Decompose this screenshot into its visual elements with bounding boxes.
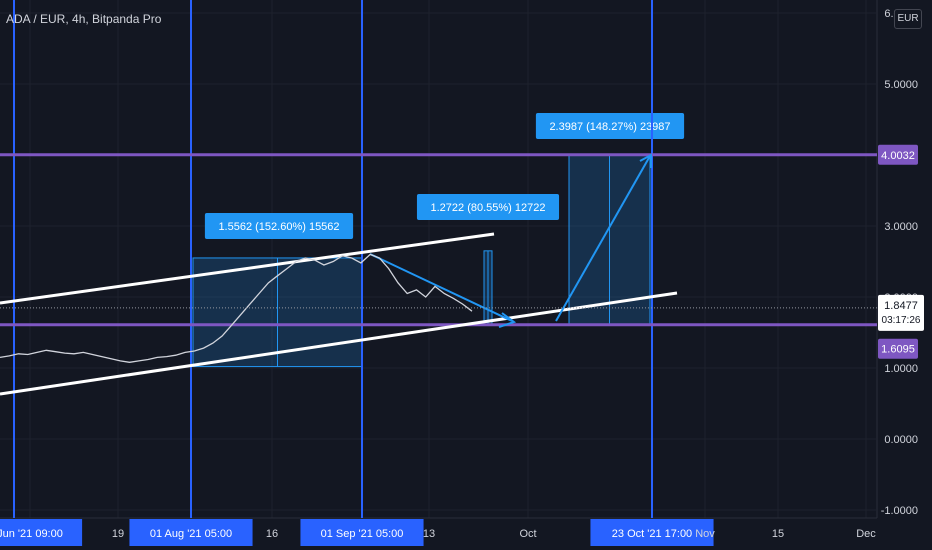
level-low-badge <box>878 338 918 359</box>
horizontal-levels <box>0 153 877 327</box>
projection-up-arrow <box>555 155 651 322</box>
y-tick-label: -1.0000 <box>881 505 918 517</box>
x-tick-label: 01 Sep '21 05:00 <box>321 528 404 540</box>
y-tick-label: 5.0000 <box>884 79 918 91</box>
measure-layer: 1.5562 (152.60%) 15562 1.2722 (80.55%) 12… <box>192 113 685 368</box>
measure-label-box <box>416 194 560 220</box>
time-marker-badge <box>590 519 714 546</box>
trendlines <box>0 153 678 396</box>
x-tick-label: 19 <box>112 528 124 540</box>
measure-label: 2.3987 (148.27%) 23987 <box>549 121 670 133</box>
symbol-title: ADA / EUR, 4h, Bitpanda Pro <box>6 12 162 26</box>
channel-upper-line <box>0 232 495 305</box>
x-tick-label: 01 Aug '21 05:00 <box>150 528 232 540</box>
last-price-value: 1.8477 <box>884 300 918 312</box>
channel-lower-line <box>0 291 678 396</box>
y-tick-label: 3.0000 <box>884 221 918 233</box>
x-tick-label: Nov <box>695 528 715 540</box>
projection-down-arrow <box>369 253 513 322</box>
measure-label-box <box>204 213 354 239</box>
grid-lines <box>0 0 878 519</box>
x-tick-label: 16 <box>266 528 278 540</box>
x-tick-label: 15 <box>772 528 784 540</box>
price-line <box>0 253 473 363</box>
vertical-markers <box>13 0 653 518</box>
time-marker-badge <box>129 519 253 546</box>
level-low-value: 1.6095 <box>881 344 915 356</box>
y-tick-label: 1.0000 <box>884 363 918 375</box>
y-tick-label: 0.0000 <box>884 434 918 446</box>
x-tick-label: Oct <box>519 528 536 540</box>
measure-label: 1.2722 (80.55%) 12722 <box>431 202 546 214</box>
measure-label-box <box>535 113 685 139</box>
price-series <box>0 253 877 363</box>
last-price-badge <box>878 294 924 331</box>
projection-up-arrowhead <box>639 153 652 168</box>
bar-countdown: 03:17:26 <box>882 315 921 326</box>
time-marker-badge <box>300 519 424 546</box>
time-marker-badge <box>0 519 83 546</box>
x-tick-label: Dec <box>856 528 876 540</box>
projection-down-arrowhead <box>498 312 517 328</box>
measure-label: 1.5562 (152.60%) 15562 <box>218 221 339 233</box>
x-tick-label: Jun '21 09:00 <box>0 528 63 540</box>
currency-label: EUR <box>897 13 919 24</box>
x-tick-label: 23 Oct '21 17:00 <box>612 528 692 540</box>
x-tick-label: 13 <box>423 528 435 540</box>
level-high-value: 4.0032 <box>881 150 915 162</box>
price-axis[interactable]: 6.00005.00004.00003.00002.00001.00000.00… <box>881 8 918 517</box>
time-axis[interactable]: Jun '21 09:00 19 01 Aug '21 05:00 16 01 Sep … <box>0 519 876 546</box>
price-labels: 4.0032 1.8477 03:17:26 1.6095 <box>878 144 924 359</box>
level-high-badge <box>878 144 918 165</box>
currency-button[interactable]: EUR <box>894 9 922 29</box>
